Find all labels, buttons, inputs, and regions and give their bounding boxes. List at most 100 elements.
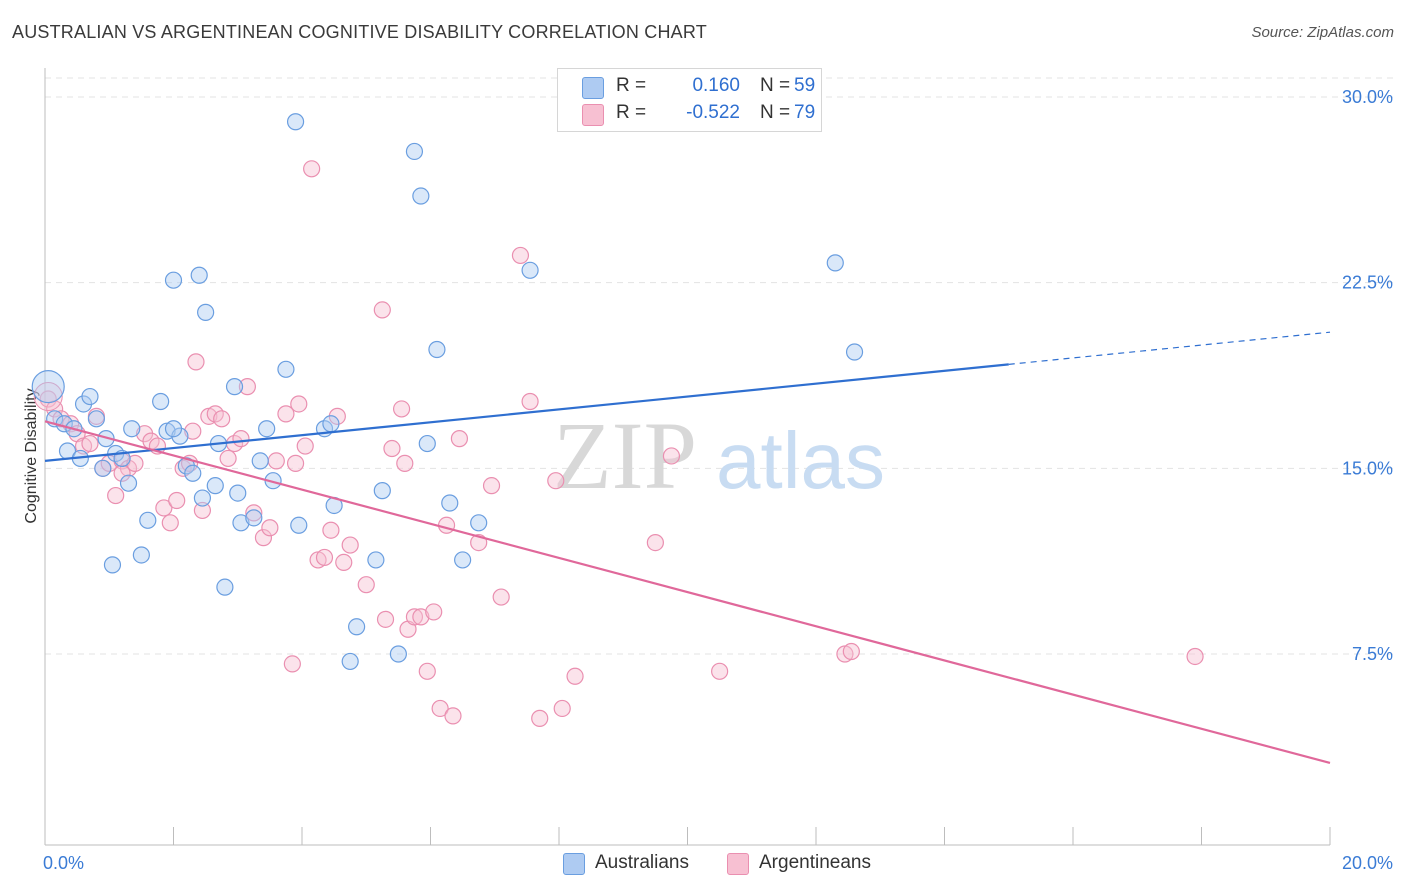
argentinean-point <box>335 553 353 572</box>
y-tick-label: 7.5% <box>1352 644 1393 664</box>
argentinean-point <box>219 449 237 468</box>
grid-lines <box>45 77 1395 655</box>
argentinean-point <box>303 160 321 178</box>
argentinean-point <box>437 516 456 534</box>
argentinean-point <box>405 608 424 626</box>
argentinean-point <box>107 486 125 505</box>
x-tick-label: 0.0% <box>43 853 84 873</box>
argentinean-point <box>187 353 205 371</box>
australians-trend-extension <box>1008 331 1331 365</box>
chart-title: AUSTRALIAN VS ARGENTINEAN COGNITIVE DISA… <box>12 22 707 42</box>
argentinean-point <box>531 709 549 727</box>
argentinean-point <box>376 610 395 628</box>
argentinean-point <box>267 452 285 470</box>
australian-point <box>94 459 112 477</box>
australian-point <box>81 387 99 406</box>
australian-point <box>418 434 436 453</box>
argentinean-point <box>245 504 263 522</box>
argentinean-point <box>296 437 314 455</box>
argentinean-point <box>126 454 144 472</box>
argentinean-point <box>842 642 860 661</box>
argentinean-point <box>547 472 565 490</box>
watermark-atlas: atlas <box>716 416 885 505</box>
argentinean-point <box>290 395 308 413</box>
argentinean-point <box>412 608 430 626</box>
legend-label: Argentineans <box>759 852 871 873</box>
argentinean-point <box>521 392 539 411</box>
axes <box>44 68 1331 846</box>
argentinean-point <box>286 454 305 472</box>
stats-legend: R = 0.160 N = 59 R = -0.522 N = 79 <box>557 68 822 132</box>
argentinean-point <box>553 699 571 718</box>
australian-point <box>367 551 385 569</box>
australian-point <box>405 142 424 161</box>
argentinean-point <box>646 533 664 552</box>
n-label: N = <box>760 75 791 96</box>
argentinean-point <box>193 501 212 520</box>
n-label: N = <box>760 102 791 123</box>
argentinean-point <box>155 499 173 517</box>
argentinean-point <box>39 390 57 408</box>
argentinean-point <box>392 400 411 418</box>
australian-point <box>251 452 269 470</box>
australian-point <box>277 360 295 378</box>
australian-point <box>286 113 305 131</box>
pink-swatch <box>582 104 604 126</box>
australian-point <box>258 420 276 438</box>
australian-point <box>87 410 106 428</box>
argentinean-point <box>711 662 729 680</box>
australian-point <box>470 514 488 532</box>
australian-point <box>826 254 844 272</box>
n-value: 79 <box>794 102 816 123</box>
australian-point <box>441 494 459 512</box>
australian-point <box>245 509 263 527</box>
argentinean-point <box>113 464 131 482</box>
australian-point <box>412 187 430 205</box>
watermark-zip: ZIP <box>553 402 697 509</box>
argentinean-point <box>277 405 295 423</box>
australian-point <box>119 474 138 492</box>
australian-point <box>197 303 215 321</box>
argentinean-point <box>357 576 375 594</box>
legend-label: Australians <box>595 852 689 873</box>
australian-point <box>206 477 224 495</box>
australian-point <box>845 343 864 361</box>
argentinean-point <box>238 378 256 396</box>
australian-point <box>193 489 212 507</box>
australian-point <box>322 415 340 433</box>
r-value: 0.160 <box>692 75 740 96</box>
x-tick-label: 20.0% <box>1342 853 1393 873</box>
argentinean-point <box>482 477 501 495</box>
argentinean-point <box>261 519 279 537</box>
argentinean-point <box>315 548 334 567</box>
australians-trend-line <box>44 363 1009 463</box>
australian-point <box>521 261 539 279</box>
argentinean-point <box>161 514 179 532</box>
argentinean-point <box>511 246 530 265</box>
australian-point <box>428 340 446 359</box>
argentinean-point <box>168 491 186 510</box>
australian-point <box>31 370 65 404</box>
argentineans-points <box>33 160 1204 727</box>
r-label: R = <box>616 102 647 123</box>
argentinean-point <box>1186 647 1204 666</box>
argentineans-trend-line <box>44 420 1331 764</box>
argentinean-point <box>431 699 449 718</box>
australian-point <box>225 378 244 396</box>
australian-point <box>216 578 234 596</box>
r-label: R = <box>616 75 647 96</box>
australian-point <box>164 420 183 438</box>
argentinean-point <box>662 447 681 465</box>
argentinean-point <box>450 430 469 448</box>
n-value: 59 <box>794 75 816 96</box>
y-tick-label: 15.0% <box>1342 458 1393 478</box>
argentinean-point <box>492 588 510 606</box>
australian-point <box>139 511 157 529</box>
australian-point <box>103 556 122 574</box>
australian-point <box>290 516 308 534</box>
argentinean-point <box>254 529 273 547</box>
argentinean-point <box>396 454 414 472</box>
argentinean-point <box>184 422 202 440</box>
pink-swatch <box>727 853 749 875</box>
